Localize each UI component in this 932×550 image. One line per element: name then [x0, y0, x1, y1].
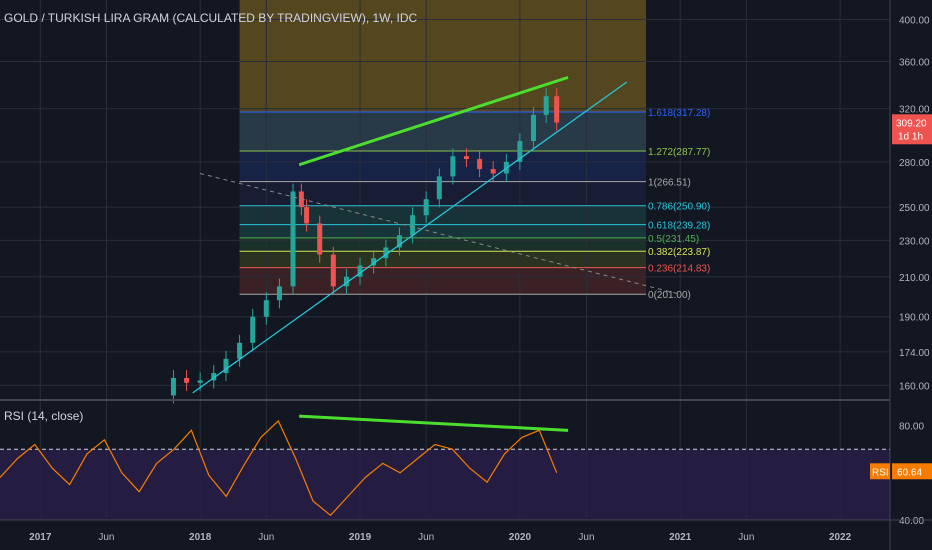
- fib-fills: [239, 0, 647, 295]
- fib-zone: [239, 0, 647, 112]
- candle: [357, 265, 363, 277]
- x-tick-label: 2022: [829, 532, 852, 543]
- rsi-band: [0, 449, 890, 520]
- grid: [0, 0, 890, 520]
- fib-label: 0.786(250.90): [648, 202, 710, 213]
- price-badge: [892, 114, 932, 145]
- rsi-badge-label: RSI: [872, 467, 889, 478]
- y-tick-label: 230.00: [899, 236, 930, 247]
- fib-label: 0.236(214.83): [648, 264, 710, 275]
- x-tick-label: Jun: [738, 532, 754, 543]
- x-tick-label: Jun: [98, 532, 114, 543]
- badges: 309.20 1d 1h RSI 60.64: [870, 114, 932, 480]
- y-tick-label: 160.00: [899, 381, 930, 392]
- candle: [343, 276, 349, 287]
- fib-zone: [239, 181, 647, 206]
- trendline: [192, 81, 628, 394]
- candle: [237, 342, 243, 359]
- fib-label: 1.272(287.77): [648, 147, 710, 158]
- trendline: [298, 75, 569, 167]
- fib-label: 1(266.51): [648, 178, 691, 189]
- chart-title: GOLD / TURKISH LIRA GRAM (CALCULATED BY …: [4, 11, 418, 25]
- candle: [410, 215, 416, 236]
- y-tick-label: 250.00: [899, 203, 930, 214]
- candle: [330, 254, 336, 287]
- fib-zone: [239, 205, 647, 225]
- candle: [223, 358, 229, 374]
- x-tick-label: 2018: [189, 532, 212, 543]
- rsi-value-badge: [892, 463, 932, 480]
- candle: [436, 176, 442, 200]
- fib-zone: [239, 267, 647, 295]
- candle: [211, 373, 217, 381]
- y-tick-label: 400.00: [899, 15, 930, 26]
- candle: [530, 114, 536, 142]
- fib-label: 0.5(231.45): [648, 234, 699, 245]
- x-tick-label: 2020: [509, 532, 532, 543]
- x-tick-label: 2017: [29, 532, 52, 543]
- candle: [250, 316, 256, 343]
- candle: [554, 96, 560, 123]
- fib-label: 0.382(223.87): [648, 247, 710, 258]
- candle: [276, 286, 282, 301]
- trendline: [200, 172, 681, 295]
- x-tick-label: Jun: [258, 532, 274, 543]
- rsi-label-badge: [870, 463, 890, 480]
- price-badge-value: 309.20: [896, 118, 927, 129]
- candle: [383, 247, 389, 259]
- fib-zone: [239, 237, 647, 252]
- y-tick-label: 174.00: [899, 348, 930, 359]
- x-tick-label: Jun: [578, 532, 594, 543]
- candle: [517, 141, 523, 162]
- fib-zone: [239, 251, 647, 268]
- y-tick-label: 280.00: [899, 158, 930, 169]
- y-tick-label: 190.00: [899, 313, 930, 324]
- candle: [290, 191, 296, 287]
- rsi-line: [0, 419, 558, 517]
- candle: [263, 300, 269, 317]
- candle: [304, 207, 310, 224]
- y-axis-panel: [890, 0, 932, 550]
- candle: [317, 223, 323, 255]
- fib-lines: 2.618(428.69)1.618(317.28)1.272(287.77)1…: [239, 108, 710, 301]
- candle: [477, 159, 483, 170]
- rsi-panel: [0, 399, 932, 520]
- candle: [396, 235, 402, 248]
- y-tick-label: 320.00: [899, 105, 930, 116]
- candle: [184, 377, 190, 383]
- rsi-tick-label: 80.00: [899, 422, 924, 433]
- candle: [423, 199, 429, 216]
- x-tick-label: 2019: [349, 532, 372, 543]
- candle: [463, 156, 469, 160]
- fib-zone: [239, 150, 647, 182]
- candle: [197, 380, 203, 383]
- candle: [543, 96, 549, 115]
- fib-label: 0.618(239.28): [648, 221, 710, 232]
- candle: [170, 377, 176, 396]
- price-badge-countdown: 1d 1h: [898, 131, 923, 142]
- rsi-divergence-line: [299, 414, 569, 432]
- rsi-badge-value: 60.64: [897, 467, 922, 478]
- rsi-title: RSI (14, close): [4, 409, 84, 423]
- y-tick-label: 210.00: [899, 273, 930, 284]
- candle: [490, 169, 496, 174]
- fib-label: 0(201.00): [648, 290, 691, 301]
- candle: [371, 258, 377, 266]
- trendlines[interactable]: [192, 75, 681, 432]
- x-tick-label: 2021: [669, 532, 692, 543]
- candles: [170, 88, 560, 404]
- candle: [450, 156, 456, 177]
- fib-label: 1.618(317.28): [648, 108, 710, 119]
- rsi-tick-label: 40.00: [899, 516, 924, 527]
- y-tick-label: 360.00: [899, 58, 930, 69]
- x-tick-label: Jun: [418, 532, 434, 543]
- fib-zone: [239, 224, 647, 238]
